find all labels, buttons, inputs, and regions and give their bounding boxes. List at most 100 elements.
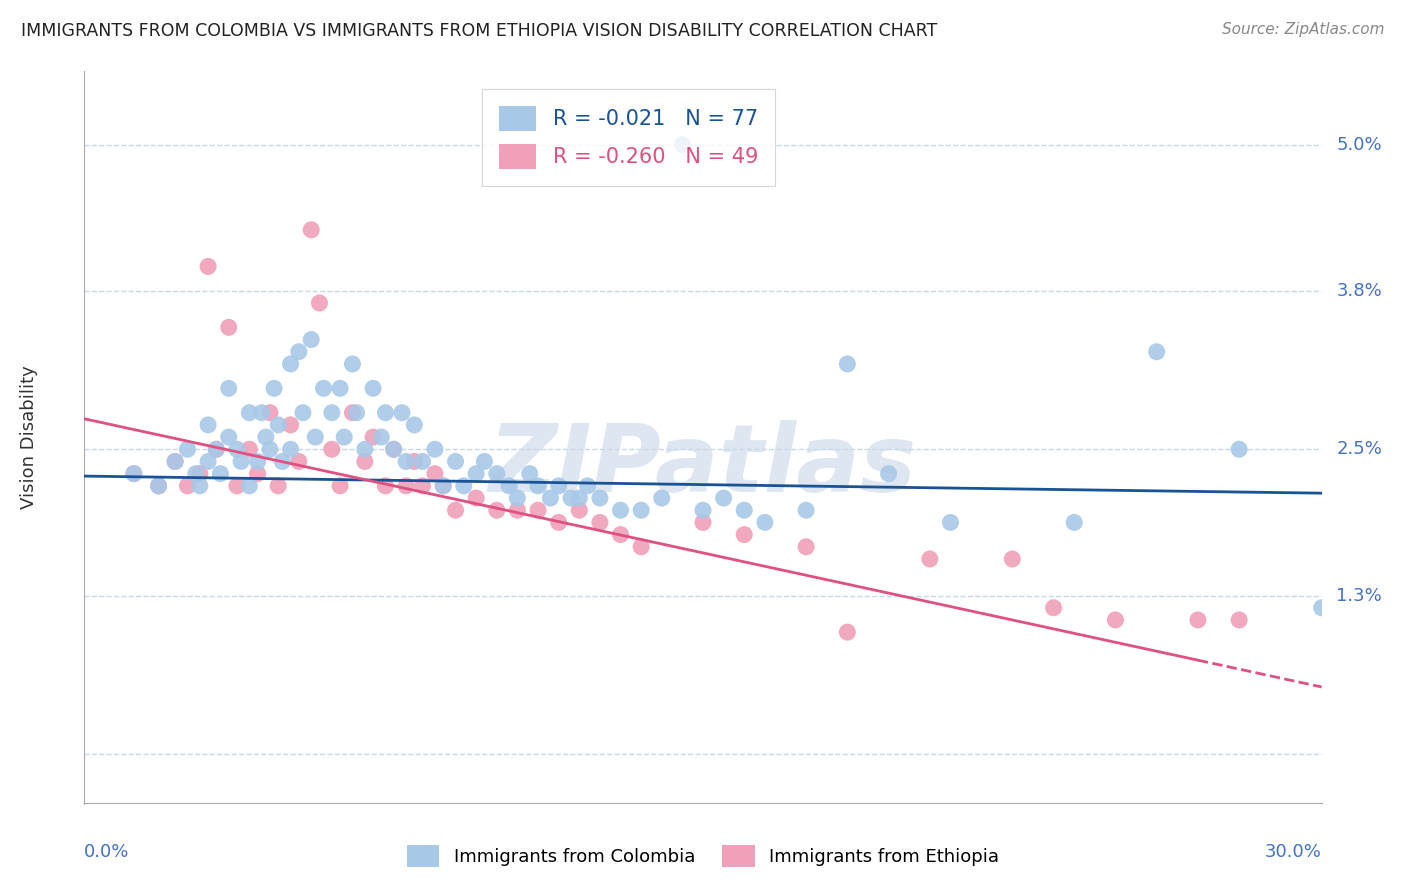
Point (609, 503, 631, 517)
Legend: R = -0.021   N = 77, R = -0.260   N = 49: R = -0.021 N = 77, R = -0.260 N = 49 (482, 89, 775, 186)
Point (176, 442, 198, 457)
Point (1310, 600, 1333, 615)
Point (589, 516, 612, 530)
Point (733, 527, 755, 541)
Point (382, 442, 405, 457)
Point (176, 479, 198, 493)
Point (465, 491, 488, 505)
Point (527, 479, 550, 493)
Point (165, 454, 187, 468)
Point (382, 442, 405, 457)
Point (395, 454, 418, 468)
Point (432, 479, 454, 493)
Point (205, 442, 228, 457)
Point (560, 491, 582, 505)
Point (568, 503, 591, 517)
Point (353, 442, 375, 457)
Point (226, 442, 249, 457)
Point (837, 625, 859, 640)
Point (713, 491, 735, 505)
Point (794, 540, 817, 554)
Text: 1.3%: 1.3% (1337, 587, 1382, 605)
Point (188, 467, 211, 481)
Point (485, 503, 508, 517)
Point (1042, 600, 1064, 615)
Point (465, 467, 488, 481)
Point (412, 454, 434, 468)
Point (412, 479, 434, 493)
Point (321, 406, 343, 420)
Point (374, 406, 396, 420)
Point (304, 430, 326, 444)
Point (404, 454, 426, 468)
Point (391, 406, 413, 420)
Point (1227, 442, 1250, 457)
Text: 3.8%: 3.8% (1337, 282, 1382, 300)
Point (538, 491, 561, 505)
Point (259, 406, 281, 420)
Point (1063, 516, 1085, 530)
Text: 0.0%: 0.0% (84, 843, 129, 861)
Point (576, 479, 599, 493)
Point (250, 406, 273, 420)
Point (444, 503, 467, 517)
Point (342, 406, 364, 420)
Point (226, 479, 249, 493)
Point (197, 260, 219, 274)
Point (218, 430, 240, 444)
Point (1104, 613, 1126, 627)
Point (271, 454, 294, 468)
Point (229, 454, 252, 468)
Point (519, 467, 541, 481)
Text: 5.0%: 5.0% (1337, 136, 1382, 153)
Text: 30.0%: 30.0% (1265, 843, 1322, 861)
Point (506, 491, 529, 505)
Point (205, 442, 228, 457)
Point (733, 503, 755, 517)
Point (312, 381, 335, 395)
Point (1146, 344, 1168, 359)
Point (547, 516, 569, 530)
Point (299, 223, 322, 237)
Point (877, 467, 900, 481)
Point (184, 467, 207, 481)
Point (1187, 613, 1209, 627)
Point (280, 357, 302, 371)
Point (453, 479, 475, 493)
Point (254, 430, 277, 444)
Point (837, 357, 859, 371)
Point (423, 442, 446, 457)
Point (692, 516, 714, 530)
Point (1001, 552, 1024, 566)
Legend: Immigrants from Colombia, Immigrants from Ethiopia: Immigrants from Colombia, Immigrants fro… (399, 838, 1007, 874)
Point (918, 552, 941, 566)
Point (188, 479, 211, 493)
Point (288, 454, 311, 468)
Point (288, 344, 311, 359)
Point (342, 357, 364, 371)
Point (259, 442, 281, 457)
Point (630, 540, 652, 554)
Text: IMMIGRANTS FROM COLOMBIA VS IMMIGRANTS FROM ETHIOPIA VISION DISABILITY CORRELATI: IMMIGRANTS FROM COLOMBIA VS IMMIGRANTS F… (21, 22, 938, 40)
Point (246, 454, 269, 468)
Point (122, 467, 145, 481)
Point (353, 454, 375, 468)
Point (370, 430, 392, 444)
Point (547, 479, 569, 493)
Point (238, 479, 260, 493)
Point (329, 381, 352, 395)
Point (148, 479, 170, 493)
Text: Source: ZipAtlas.com: Source: ZipAtlas.com (1222, 22, 1385, 37)
Point (609, 527, 631, 541)
Point (346, 406, 368, 420)
Point (506, 503, 529, 517)
Point (148, 479, 170, 493)
Point (122, 467, 145, 481)
Point (308, 296, 330, 310)
Text: Vision Disability: Vision Disability (20, 365, 38, 509)
Point (263, 381, 285, 395)
Point (267, 479, 290, 493)
Point (630, 503, 652, 517)
Point (485, 467, 508, 481)
Point (692, 503, 714, 517)
